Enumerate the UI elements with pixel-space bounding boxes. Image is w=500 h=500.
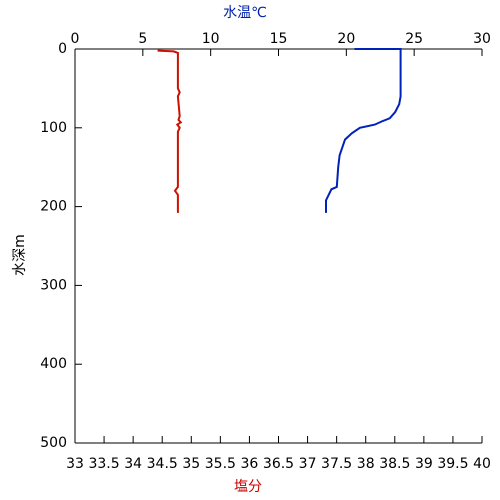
x2-tick-label: 35.5 — [205, 456, 236, 472]
y-tick-label: 0 — [58, 41, 67, 57]
profile-line — [157, 49, 183, 213]
x-tick-label: 0 — [71, 31, 80, 47]
x2-tick-label: 36.5 — [263, 456, 294, 472]
x2-axis-label: 塩分 — [234, 479, 262, 495]
x2-tick-label: 33.5 — [88, 456, 119, 472]
y-tick-label: 200 — [40, 199, 67, 215]
x2-tick-label: 40 — [473, 456, 491, 472]
x-axis-label: 水温℃ — [223, 5, 267, 21]
x2-tick-label: 35 — [182, 456, 200, 472]
x2-tick-label: 37 — [299, 456, 317, 472]
x-tick-label: 5 — [138, 31, 147, 47]
x2-tick-label: 34 — [124, 456, 142, 472]
y-tick-label: 500 — [40, 435, 67, 451]
x2-tick-label: 33 — [66, 456, 84, 472]
y-tick-label: 100 — [40, 120, 67, 136]
profile-line — [325, 48, 402, 213]
x2-tick-label: 39 — [415, 456, 433, 472]
x-tick-label: 20 — [337, 31, 355, 47]
x-tick-label: 25 — [405, 31, 423, 47]
y-axis-label: 水深m — [12, 234, 28, 276]
x2-tick-label: 38 — [357, 456, 375, 472]
x2-tick-label: 36 — [241, 456, 259, 472]
x2-tick-label: 39.5 — [437, 456, 468, 472]
y-tick-label: 300 — [40, 277, 67, 293]
x-tick-label: 15 — [270, 31, 288, 47]
x2-tick-label: 37.5 — [321, 456, 352, 472]
x-tick-label: 30 — [473, 31, 491, 47]
x2-tick-label: 38.5 — [379, 456, 410, 472]
x-tick-label: 10 — [202, 31, 220, 47]
x2-tick-label: 34.5 — [147, 456, 178, 472]
y-tick-label: 400 — [40, 356, 67, 372]
